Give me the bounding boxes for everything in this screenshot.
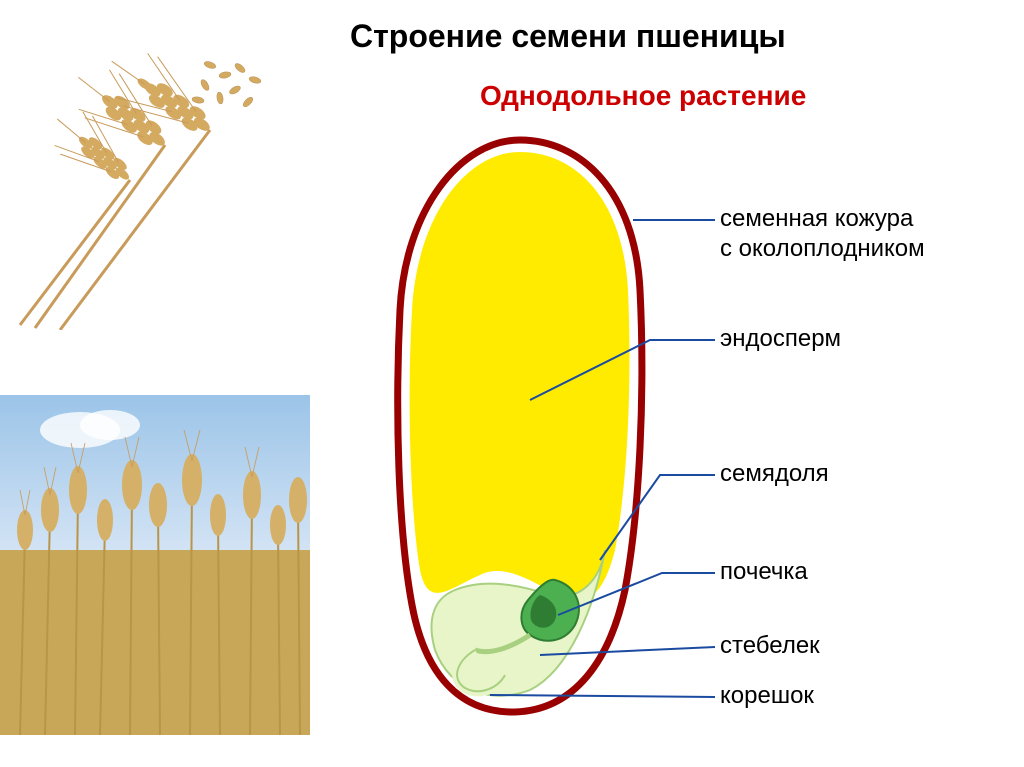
- label-cotyledon: семядоля: [720, 460, 829, 488]
- label-bud: почечка: [720, 558, 808, 586]
- label-stem: стебелек: [720, 632, 820, 660]
- endosperm-region: [410, 152, 630, 601]
- label-seed-coat-2: с околоплодником: [720, 235, 925, 263]
- seed-cross-section: [380, 130, 660, 720]
- wheat-ears-illustration: [10, 50, 310, 330]
- page-subtitle: Однодольное растение: [480, 80, 806, 112]
- page-title: Строение семени пшеницы: [350, 18, 786, 55]
- label-root: корешок: [720, 682, 814, 710]
- label-endosperm: эндосперм: [720, 325, 841, 353]
- label-seed-coat-1: семенная кожура: [720, 205, 913, 233]
- wheat-field-image: [0, 395, 310, 735]
